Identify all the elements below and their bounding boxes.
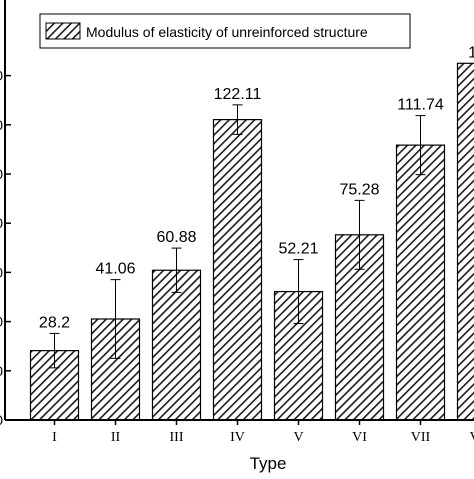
data-label-5: 52.21 bbox=[278, 241, 318, 258]
y-tick-label-4: 0 bbox=[0, 264, 3, 280]
legend-label: Modulus of elasticity of unreinforced st… bbox=[86, 24, 368, 40]
x-tick-label-5: V bbox=[293, 430, 303, 445]
x-ticks: IIIIIIIVVVIVIIVIII bbox=[52, 420, 474, 445]
legend-swatch bbox=[46, 23, 80, 39]
data-label-2: 41.06 bbox=[95, 261, 135, 278]
data-label-6: 75.28 bbox=[339, 181, 379, 198]
data-label-8: 145 bbox=[468, 44, 474, 61]
bar-8 bbox=[458, 63, 474, 420]
bars-layer bbox=[31, 63, 474, 420]
x-tick-label-3: III bbox=[170, 430, 184, 445]
y-tick-label-3: 0 bbox=[0, 314, 3, 330]
data-label-7: 111.74 bbox=[397, 97, 444, 114]
bar-7 bbox=[397, 145, 445, 420]
data-label-4: 122.11 bbox=[214, 86, 262, 103]
x-tick-label-6: VI bbox=[352, 430, 367, 445]
y-tick-label-7: 0 bbox=[0, 117, 3, 133]
y-tick-label-5: 0 bbox=[0, 215, 3, 231]
y-tick-label-8: 0 bbox=[0, 68, 3, 84]
data-label-1: 28.2 bbox=[39, 314, 70, 331]
x-tick-label-8: VIII bbox=[469, 430, 474, 445]
x-tick-label-1: I bbox=[52, 430, 57, 445]
x-axis-title: Type bbox=[250, 454, 287, 473]
y-tick-label-6: 0 bbox=[0, 166, 3, 182]
y-tick-label-2: 0 bbox=[0, 363, 3, 379]
data-label-3: 60.88 bbox=[156, 229, 196, 246]
x-tick-label-2: II bbox=[111, 430, 121, 445]
x-tick-label-7: VII bbox=[411, 430, 431, 445]
y-tick-label-1: 0 bbox=[0, 412, 3, 428]
bar-4 bbox=[214, 120, 262, 420]
legend: Modulus of elasticity of unreinforced st… bbox=[40, 14, 410, 48]
x-tick-label-4: IV bbox=[230, 430, 245, 445]
